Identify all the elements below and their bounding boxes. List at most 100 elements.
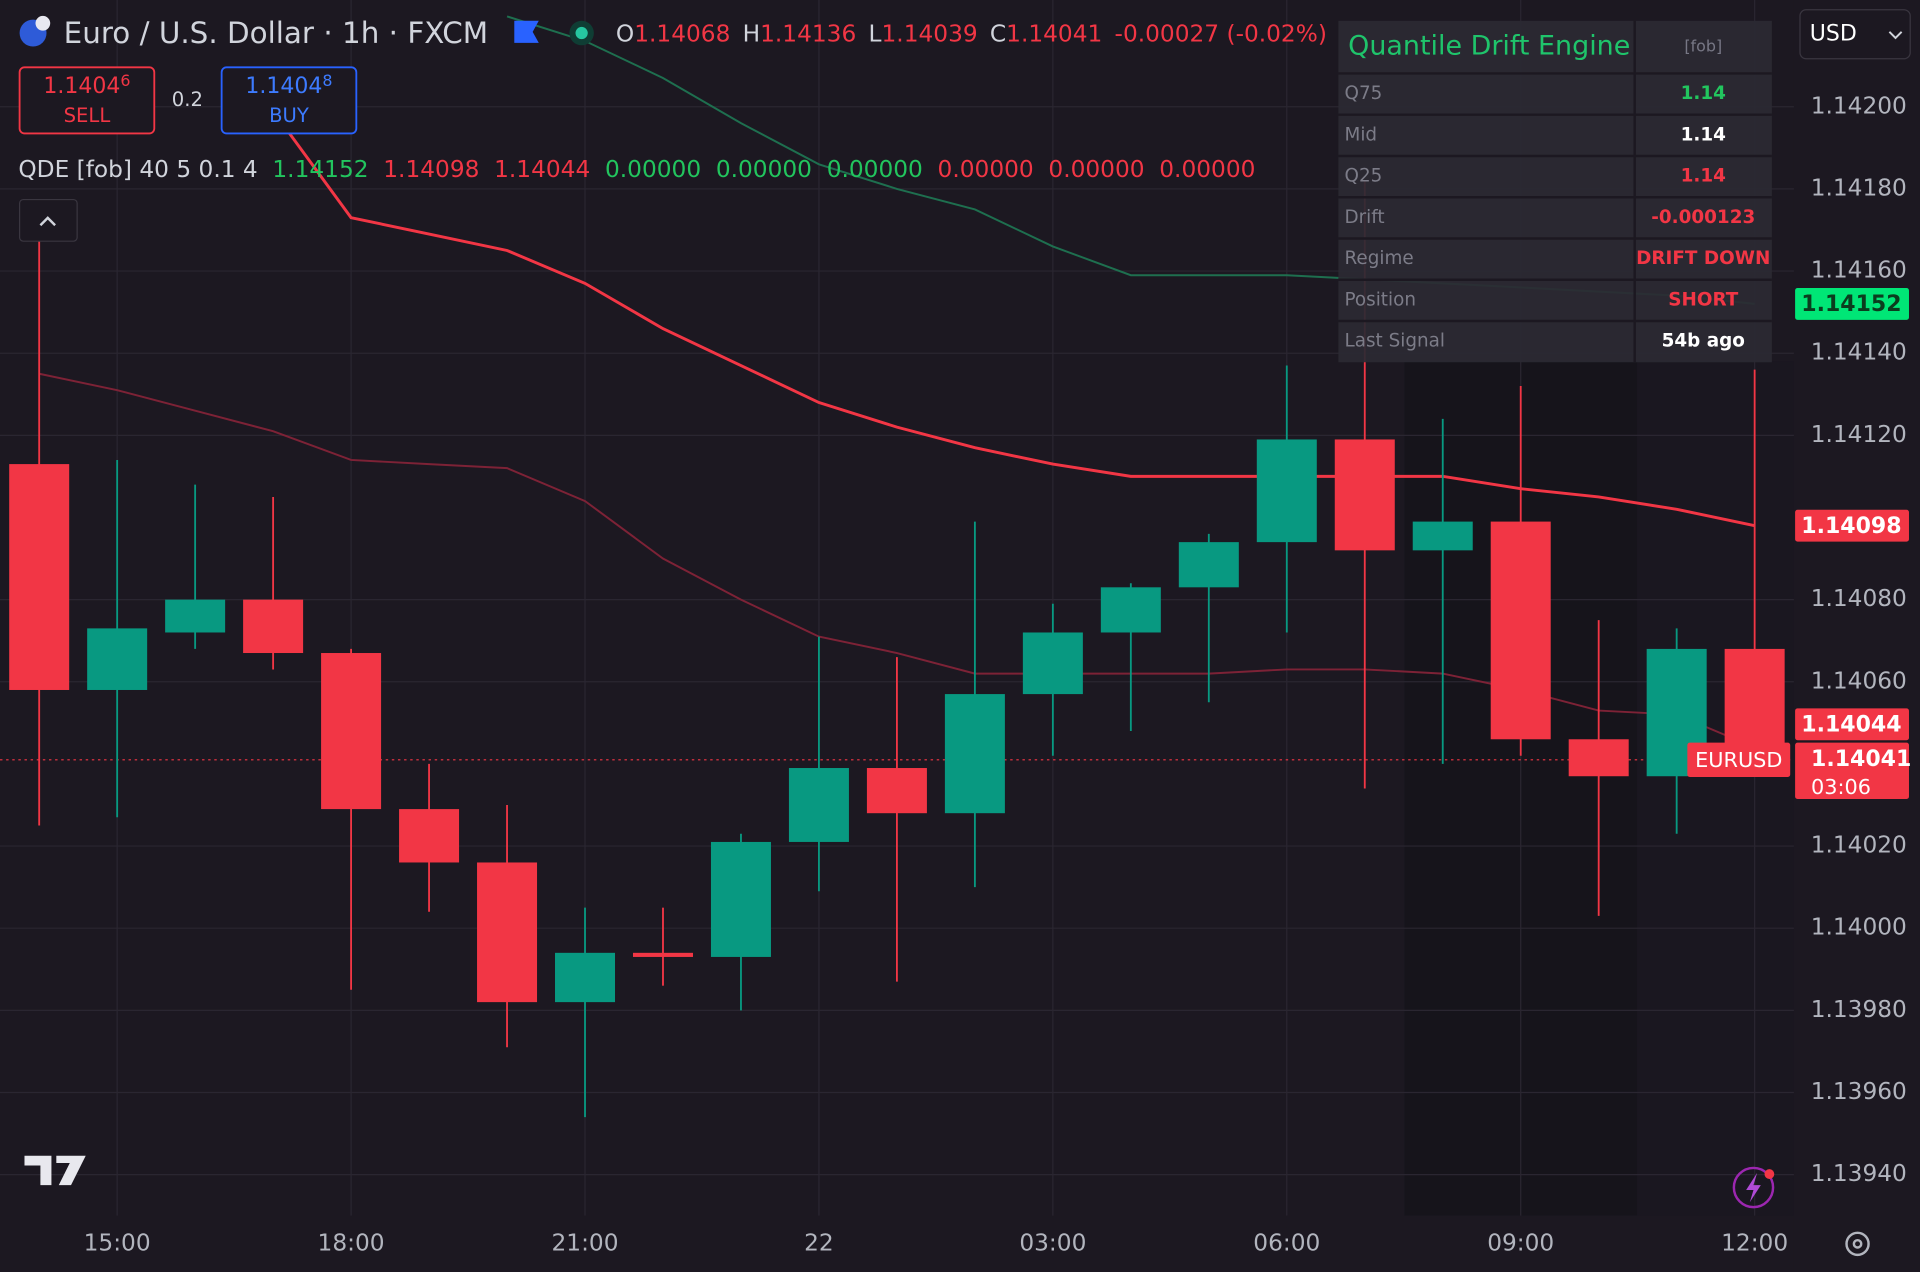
candle-body: [555, 952, 616, 1003]
price-label-box: [1795, 509, 1909, 542]
flag-icon: [514, 20, 539, 43]
x-tick-label: 22: [804, 1229, 834, 1256]
x-tick-label: 21:00: [552, 1229, 619, 1256]
buy-price-main: 1.1404: [245, 74, 322, 99]
table-background: [1338, 20, 1772, 363]
y-tick-label: 1.14200: [1811, 92, 1907, 119]
indicator-value: 1.14152: [272, 156, 368, 183]
x-tick-label: 06:00: [1253, 1229, 1320, 1256]
last-price-box: [1795, 742, 1909, 799]
lightning-button[interactable]: [1732, 1166, 1775, 1209]
y-tick-label: 1.14000: [1811, 914, 1907, 941]
x-tick-label: 09:00: [1487, 1229, 1554, 1256]
table-row-value: 1.14: [1681, 83, 1726, 104]
candle-body: [321, 653, 382, 810]
table-row-label: Q25: [1344, 166, 1382, 187]
price-label-box: [1795, 288, 1909, 320]
indicator-value: 1.14044: [494, 156, 590, 183]
ohlc-value: 1.14041: [1006, 20, 1102, 47]
last-price-label: 1.14041: [1811, 747, 1911, 772]
symbol-icon: [35, 15, 51, 31]
candle-body: [1412, 521, 1473, 551]
symbol-tag: EURUSD: [1695, 748, 1782, 772]
candle-body: [1490, 521, 1551, 740]
candle-body: [710, 841, 771, 957]
candle-body: [788, 768, 849, 842]
symbol-title: Euro / U.S. Dollar · 1h · FXCM: [64, 16, 488, 50]
candle-body: [632, 952, 693, 957]
candle-body: [87, 628, 148, 690]
y-tick-label: 1.14120: [1811, 421, 1907, 448]
session-shade: [1637, 361, 1794, 1216]
currency-select[interactable]: [1799, 9, 1911, 60]
collapse-button[interactable]: [18, 198, 78, 242]
table-row-value: 1.14: [1681, 124, 1726, 145]
y-tick-label: 1.14160: [1811, 257, 1907, 284]
indicator-label: QDE [fob] 40 5 0.1 4: [18, 156, 257, 183]
currency-label: USD: [1810, 21, 1857, 46]
candle-body: [477, 862, 538, 1003]
x-tick-label: 18:00: [318, 1229, 385, 1256]
sell-price-main: 1.1404: [43, 74, 120, 99]
candle-body: [1256, 439, 1317, 543]
sell-button[interactable]: [18, 66, 156, 135]
y-tick-label: 1.13980: [1811, 996, 1907, 1023]
indicator-value: 0.00000: [1159, 156, 1255, 183]
table-row-label: Regime: [1344, 248, 1413, 269]
ohlc-value: 1.14039: [882, 20, 978, 47]
candle-body: [1100, 587, 1161, 633]
candle-body: [1568, 739, 1629, 777]
symbol-tag-box: [1687, 742, 1791, 777]
y-tick-label: 1.14140: [1811, 339, 1907, 366]
buy-price: 1.14048: [245, 70, 332, 99]
ohlc-key: C: [990, 20, 1006, 47]
y-tick-label: 1.14020: [1811, 832, 1907, 859]
indicator-line: [271, 110, 1755, 528]
indicator-value: 0.00000: [1048, 156, 1144, 183]
table-row-label: Mid: [1344, 124, 1377, 145]
lightning-icon: [1746, 1172, 1761, 1203]
price-label-box: [1795, 708, 1909, 741]
price-change: -0.00027 (-0.02%): [1115, 20, 1327, 47]
table-row-label: Q75: [1344, 83, 1382, 104]
x-tick-label: 15:00: [84, 1229, 151, 1256]
overlay: Euro / U.S. Dollar · 1h · FXCM O1.14068 H…: [18, 9, 1911, 1257]
indicator-value: 1.14098: [383, 156, 479, 183]
time-axis: [0, 1215, 1794, 1272]
candle-body: [1724, 648, 1785, 760]
price-axis: [1793, 0, 1920, 1272]
buy-price-pip: 8: [322, 70, 332, 89]
status-dot: [575, 26, 588, 40]
y-tick-label: 1.14180: [1811, 174, 1907, 201]
table-tag: [fob]: [1684, 37, 1722, 56]
buy-label: BUY: [269, 104, 309, 127]
table-row-value: 54b ago: [1662, 331, 1745, 352]
candle-body: [9, 464, 70, 690]
table-row-label: Last Signal: [1344, 331, 1444, 352]
candle-body: [944, 694, 1005, 814]
price-label: 1.14152: [1801, 292, 1901, 317]
indicator-value: 0.00000: [716, 156, 812, 183]
settings-button[interactable]: [1845, 1231, 1870, 1257]
y-tick-label: 1.14060: [1811, 667, 1907, 694]
candle-body: [1334, 439, 1395, 551]
indicator-value: 0.00000: [605, 156, 701, 183]
price-label: 1.14044: [1801, 713, 1901, 738]
y-tick-label: 1.13940: [1811, 1160, 1907, 1187]
notification-dot: [1764, 1169, 1775, 1179]
ohlc-values: O1.14068 H1.14136 L1.14039 C1.14041 -0.00027…: [616, 20, 1327, 47]
indicator-value: 0.00000: [938, 156, 1034, 183]
logo: [24, 1155, 86, 1186]
buy-button[interactable]: [220, 66, 358, 135]
countdown-label: 03:06: [1811, 775, 1871, 799]
x-tick-label: 03:00: [1019, 1229, 1086, 1256]
ohlc-key: O: [616, 20, 634, 47]
chevron-icon: [39, 216, 56, 227]
status-table: Quantile Drift Engine [fob] Q75 1.14 Mid 1.14…: [1338, 20, 1772, 363]
candle-body: [399, 809, 460, 863]
ohlc-key: L: [869, 20, 882, 47]
dropdown-icon: [1888, 31, 1903, 40]
